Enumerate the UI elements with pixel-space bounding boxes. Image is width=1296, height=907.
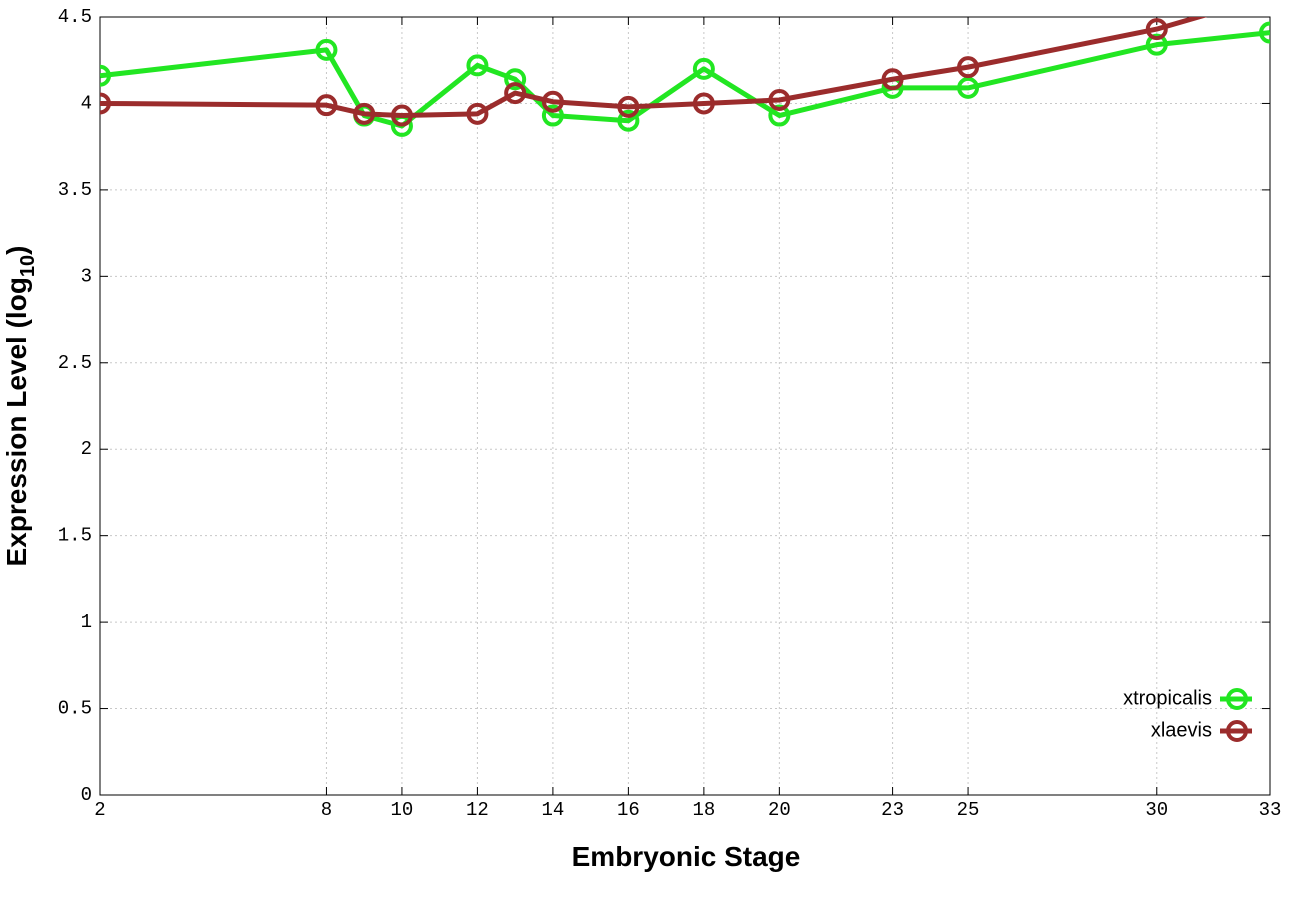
series-line <box>100 30 1270 129</box>
point-marker <box>617 109 640 132</box>
point-marker <box>692 57 715 80</box>
point-marker <box>315 94 338 117</box>
y-tick-label: 4 <box>81 92 92 114</box>
legend-label: xlaevis <box>1151 719 1212 741</box>
x-tick-label: 25 <box>957 799 980 821</box>
x-tick-label: 8 <box>321 799 332 821</box>
point-marker <box>1261 0 1279 5</box>
point-marker <box>390 104 413 127</box>
point-marker <box>504 68 527 91</box>
point-marker <box>768 88 791 111</box>
y-tick-label: 1 <box>81 611 92 633</box>
point-marker <box>692 92 715 115</box>
legend-marker <box>1226 688 1248 710</box>
y-tick-label: 2.5 <box>58 352 92 374</box>
legend-label: xtropicalis <box>1123 687 1212 709</box>
y-tick-label: 1.5 <box>58 525 92 547</box>
y-axis-label-sub: 10 <box>17 255 39 277</box>
x-tick-label: 10 <box>391 799 414 821</box>
x-tick-label: 30 <box>1145 799 1168 821</box>
point-marker <box>957 76 980 99</box>
plot-frame <box>99 16 1271 796</box>
point-marker <box>466 54 489 77</box>
point-marker <box>541 104 564 127</box>
point-marker <box>541 90 564 113</box>
y-tick-label: 0.5 <box>58 698 92 720</box>
point-marker <box>881 68 904 91</box>
y-tick-label: 3 <box>81 265 92 287</box>
point-marker <box>957 56 980 79</box>
x-tick-label: 33 <box>1259 799 1282 821</box>
y-tick-label: 3.5 <box>58 179 92 201</box>
x-tick-label: 18 <box>692 799 715 821</box>
point-marker <box>768 104 791 127</box>
x-tick-label: 16 <box>617 799 640 821</box>
x-tick-label: 14 <box>541 799 564 821</box>
point-marker <box>504 82 527 105</box>
x-axis-label: Embryonic Stage <box>572 841 801 872</box>
point-marker <box>100 92 111 115</box>
y-tick-label: 0 <box>81 784 92 806</box>
x-tick-label: 12 <box>466 799 489 821</box>
y-tick-label: 4.5 <box>58 6 92 28</box>
y-axis-label-end: ) <box>1 246 32 255</box>
x-tick-label: 2 <box>94 799 105 821</box>
y-axis-label: Expression Level (log10) <box>1 246 39 567</box>
point-marker <box>1145 33 1168 56</box>
point-marker <box>466 102 489 125</box>
point-marker <box>1259 21 1270 44</box>
plot-area <box>100 0 1279 137</box>
y-tick-label: 2 <box>81 438 92 460</box>
point-marker <box>353 102 376 125</box>
series-line <box>100 17 1208 119</box>
point-marker <box>1145 18 1168 41</box>
point-marker <box>617 95 640 118</box>
point-marker <box>100 64 111 87</box>
y-axis-label-main: Expression Level (log <box>1 277 32 566</box>
x-tick-label: 23 <box>881 799 904 821</box>
legend-marker <box>1226 720 1248 742</box>
point-marker <box>315 38 338 61</box>
x-tick-label: 20 <box>768 799 791 821</box>
